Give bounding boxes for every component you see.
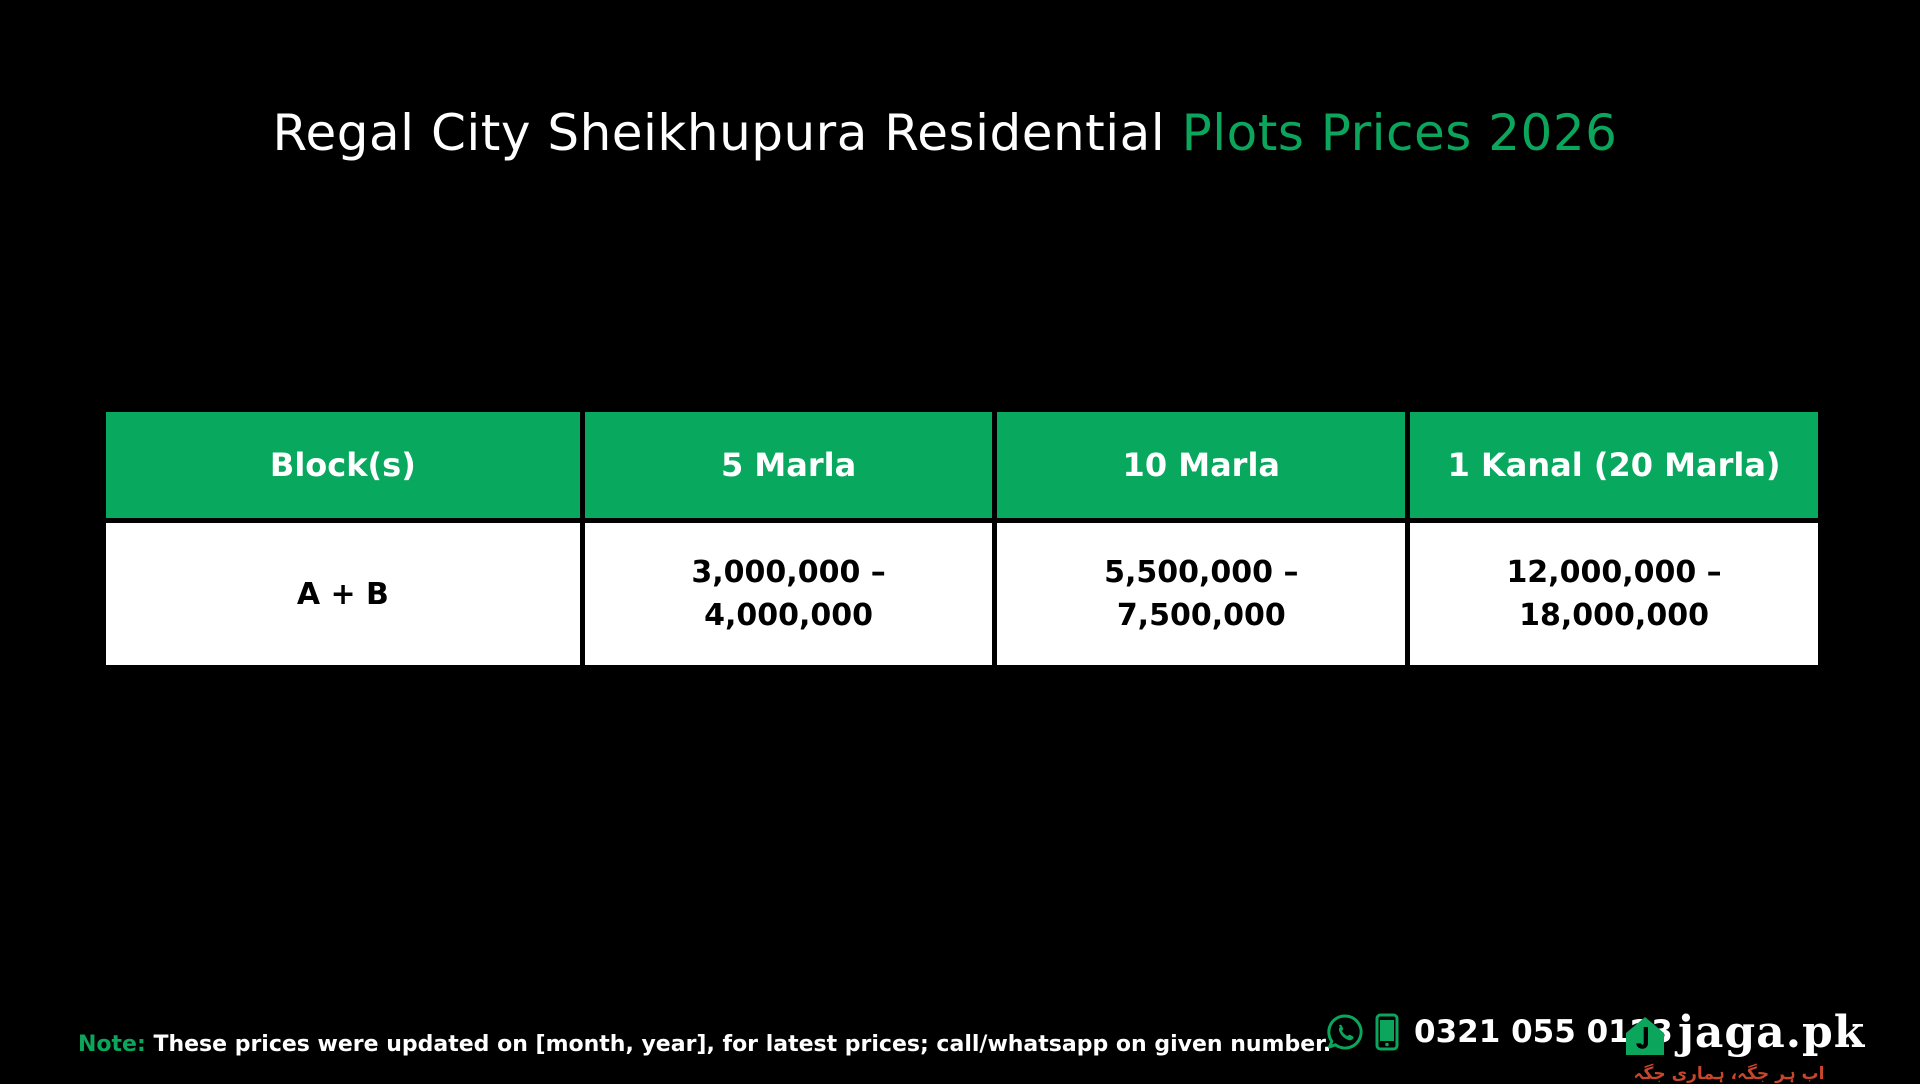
brand-name: jaga.pk <box>1678 1007 1866 1058</box>
cell-1-kanal-price: 12,000,000 – 18,000,000 <box>1410 523 1818 665</box>
cell-10-marla-price: 5,500,000 – 7,500,000 <box>997 523 1406 665</box>
title-highlight: Plots Prices 2026 <box>1181 104 1618 162</box>
cell-block: A + B <box>106 523 580 665</box>
house-logo-icon <box>1622 1013 1668 1063</box>
table-row: A + B 3,000,000 – 4,000,000 5,500,000 – … <box>106 523 1818 665</box>
header-1-kanal: 1 Kanal (20 Marla) <box>1410 412 1818 518</box>
mobile-phone-icon[interactable] <box>1374 1013 1400 1051</box>
cell-1-kanal-price-line-2: 18,000,000 <box>1519 598 1709 633</box>
contact-info: 0321 055 0123 <box>1326 1010 1673 1054</box>
brand-tagline: اب ہر جگہ، ہماری جگہ <box>1633 1064 1825 1084</box>
header-5-marla: 5 Marla <box>584 412 993 518</box>
footer-note: Note: These prices were updated on [mont… <box>78 1032 1331 1057</box>
note-label: Note: <box>78 1032 146 1057</box>
table-header-row: Block(s) 5 Marla 10 Marla 1 Kanal (20 Ma… <box>106 412 1818 518</box>
whatsapp-icon[interactable] <box>1326 1013 1364 1051</box>
price-table: Block(s) 5 Marla 10 Marla 1 Kanal (20 Ma… <box>101 407 1823 670</box>
cell-5-marla-price: 3,000,000 – 4,000,000 <box>584 523 993 665</box>
brand-logo: jaga.pk اب ہر جگہ، ہماری جگہ <box>1622 1005 1864 1084</box>
note-text: These prices were updated on [month, yea… <box>153 1032 1332 1057</box>
cell-1-kanal-price-line-1: 12,000,000 – <box>1506 555 1722 590</box>
header-10-marla: 10 Marla <box>997 412 1406 518</box>
header-blocks: Block(s) <box>106 412 580 518</box>
title-main: Regal City Sheikhupura Residential <box>272 104 1166 162</box>
page-title: Regal City Sheikhupura Residential Plots… <box>0 104 1890 162</box>
